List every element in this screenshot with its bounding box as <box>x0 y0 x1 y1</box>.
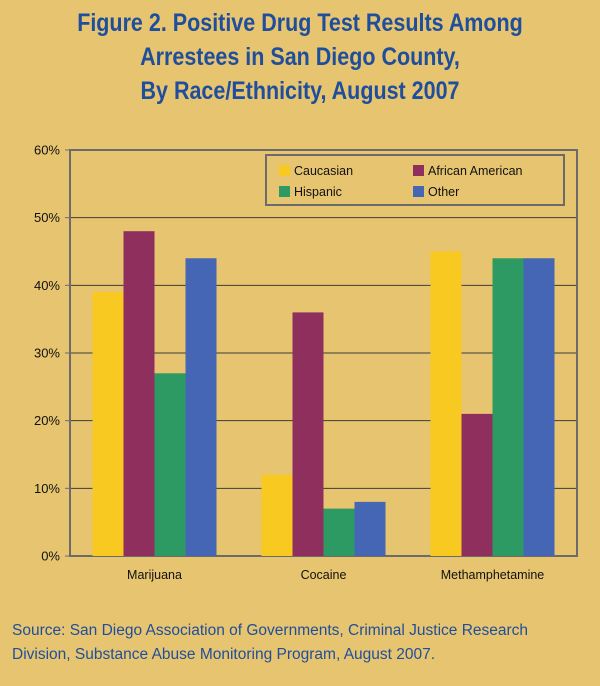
y-tick-label: 40% <box>34 278 60 293</box>
chart-title-line-3: By Race/Ethnicity, August 2007 <box>140 77 460 105</box>
y-tick-label: 20% <box>34 413 60 428</box>
x-category-label: Cocaine <box>301 568 347 582</box>
legend-label: Other <box>428 185 459 199</box>
legend-label: Caucasian <box>294 164 353 178</box>
chart-title: Figure 2. Positive Drug Test Results Amo… <box>42 6 558 108</box>
bar-hispanic-marijuana <box>154 373 186 556</box>
bar-hispanic-cocaine <box>323 508 355 556</box>
bar-other-marijuana <box>185 258 217 556</box>
legend-label: Hispanic <box>294 185 342 199</box>
source-note: Source: San Diego Association of Governm… <box>12 619 592 667</box>
bar-african-american-methamphetamine <box>461 413 493 556</box>
y-tick-label: 30% <box>34 346 60 361</box>
legend-swatch <box>279 165 290 176</box>
y-tick-label: 60% <box>34 143 60 158</box>
y-axis: 0% 10% 20% 30% 40% 50% 60% <box>34 143 578 564</box>
bar-caucasian-methamphetamine <box>430 251 462 556</box>
bar-african-american-marijuana <box>123 231 155 556</box>
legend-swatch <box>413 186 424 197</box>
chart-title-line-1: Figure 2. Positive Drug Test Results Amo… <box>77 9 523 37</box>
bar-other-cocaine <box>354 501 386 556</box>
legend-swatch <box>279 186 290 197</box>
x-axis-labels: Marijuana Cocaine Methamphetamine <box>127 568 544 582</box>
chart-title-line-2: Arrestees in San Diego County, <box>140 43 460 71</box>
source-line-1: Source: San Diego Association of Governm… <box>12 622 529 639</box>
source-line-2: Division, Substance Abuse Monitoring Pro… <box>12 646 436 663</box>
bar-chart: 0% 10% 20% 30% 40% 50% 60% Marijuana Cocaine Met… <box>34 143 578 582</box>
legend: Caucasian African American Hispanic Other <box>265 154 565 206</box>
bar-caucasian-cocaine <box>261 474 293 556</box>
legend-label: African American <box>428 164 523 178</box>
bar-caucasian-marijuana <box>92 292 124 556</box>
x-category-label: Methamphetamine <box>441 568 545 582</box>
y-tick-label: 0% <box>41 549 60 564</box>
bars <box>92 231 555 556</box>
legend-box <box>265 154 565 206</box>
bar-african-american-cocaine <box>292 312 324 556</box>
bar-other-methamphetamine <box>523 258 555 556</box>
y-tick-label: 10% <box>34 481 60 496</box>
y-tick-label: 50% <box>34 210 60 225</box>
legend-swatch <box>413 165 424 176</box>
x-category-label: Marijuana <box>127 568 182 582</box>
bar-hispanic-methamphetamine <box>492 258 524 556</box>
